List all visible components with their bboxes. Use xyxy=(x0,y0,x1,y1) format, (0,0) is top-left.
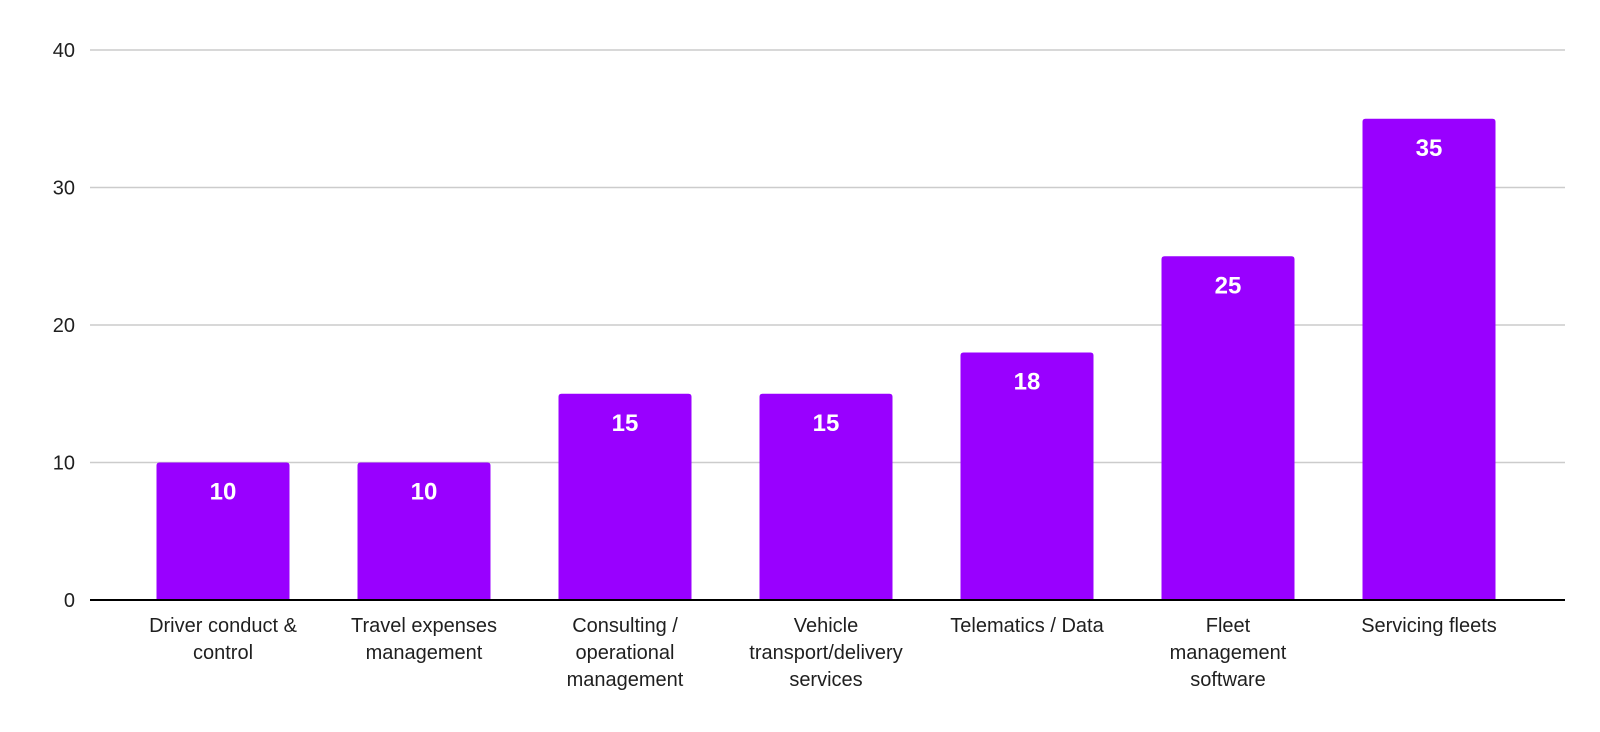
x-category-label: Servicing fleets xyxy=(1361,615,1497,637)
x-category-label: Consulting / operational management xyxy=(567,615,684,691)
x-category-label: Fleet management software xyxy=(1170,615,1287,691)
bar xyxy=(357,462,491,600)
x-axis-categories: Driver conduct & control Travel expenses ma… xyxy=(149,615,1497,691)
data-label: 18 xyxy=(1014,369,1041,396)
x-category-label: Travel expenses management xyxy=(351,615,497,664)
x-category-label-line: Telematics / Data xyxy=(950,615,1104,637)
bar xyxy=(960,352,1094,600)
x-category-label-line: services xyxy=(789,669,862,691)
x-category-label-line: Travel expenses xyxy=(351,615,497,637)
data-label: 15 xyxy=(813,410,840,437)
x-category-label-line: transport/delivery xyxy=(749,642,902,664)
bar xyxy=(558,393,692,600)
bar xyxy=(1362,118,1496,600)
x-category-label-line: management xyxy=(366,642,483,664)
data-label: 10 xyxy=(411,479,438,506)
bar xyxy=(156,462,290,600)
data-labels: 10 10 15 15 18 25 35 xyxy=(210,135,1443,506)
x-category-label: Driver conduct & control xyxy=(149,615,297,664)
x-category-label-line: control xyxy=(193,642,253,664)
data-label: 10 xyxy=(210,479,237,506)
y-tick-label: 10 xyxy=(53,453,75,475)
data-label: 25 xyxy=(1215,272,1242,299)
x-category-label-line: management xyxy=(567,669,684,691)
x-category-label-line: Consulting / xyxy=(572,615,678,637)
x-category-label-line: software xyxy=(1190,669,1266,691)
bars xyxy=(156,118,1496,600)
data-label: 35 xyxy=(1416,135,1443,162)
y-axis-ticks: 0 10 20 30 40 xyxy=(53,40,75,612)
bar xyxy=(1161,256,1295,600)
x-category-label: Vehicle transport/delivery services xyxy=(749,615,902,691)
x-category-label-line: Fleet xyxy=(1206,615,1251,637)
x-category-label-line: Vehicle xyxy=(794,615,859,637)
x-category-label-line: management xyxy=(1170,642,1287,664)
x-category-label-line: operational xyxy=(576,642,675,664)
x-category-label-line: Servicing fleets xyxy=(1361,615,1497,637)
bar xyxy=(759,393,893,600)
x-category-label-line: Driver conduct & xyxy=(149,615,297,637)
y-tick-label: 40 xyxy=(53,40,75,62)
y-tick-label: 0 xyxy=(64,590,75,612)
y-tick-label: 30 xyxy=(53,178,75,200)
y-tick-label: 20 xyxy=(53,315,75,337)
data-label: 15 xyxy=(612,410,639,437)
x-category-label: Telematics / Data xyxy=(950,615,1104,637)
